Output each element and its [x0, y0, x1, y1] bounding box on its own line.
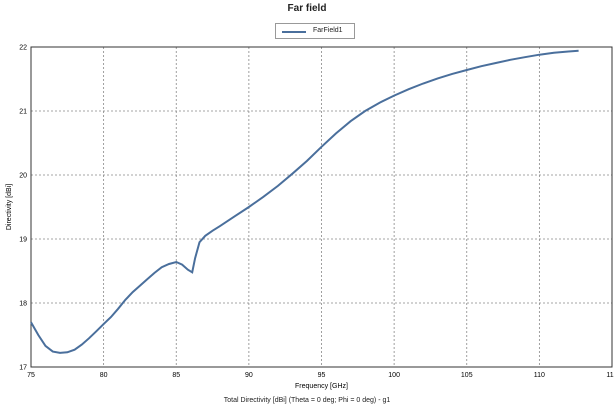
x-tick-label: 90: [245, 372, 253, 379]
legend-swatch: [282, 31, 306, 33]
y-tick-label: 21: [19, 109, 27, 116]
x-tick-label: 100: [388, 372, 400, 379]
series-line-farfield1: [30, 49, 579, 354]
legend: FarField1: [275, 23, 355, 39]
x-tick-label: 75: [27, 372, 35, 379]
y-tick-label: 22: [19, 45, 27, 52]
y-axis-label: Directivity [dBi]: [6, 184, 13, 230]
x-axis-label: Frequency [GHz]: [295, 383, 348, 390]
x-tick-label: 110: [534, 372, 545, 379]
y-tick-label: 18: [19, 301, 27, 308]
x-tick-label: 80: [100, 372, 108, 379]
x-tick-labels: 75 80 85 90 95 100 105 110 115: [27, 372, 614, 379]
x-tick-label: 105: [461, 372, 473, 379]
chart-footer: Total Directivity [dBi] (Theta = 0 deg; …: [223, 397, 391, 404]
y-tick-label: 19: [19, 237, 27, 244]
y-tick-label: 20: [19, 173, 27, 180]
y-tick-labels: 17 18 19 20 21 22: [19, 45, 27, 372]
y-tick-label: 17: [19, 365, 27, 372]
legend-label: FarField1: [313, 27, 343, 34]
x-tick-label: 115: [606, 372, 614, 379]
chart-title: Far field: [287, 3, 327, 14]
x-tick-label: 95: [318, 372, 326, 379]
grid: [31, 47, 612, 367]
x-tick-label: 85: [172, 372, 180, 379]
plot-frame: [30, 46, 613, 368]
